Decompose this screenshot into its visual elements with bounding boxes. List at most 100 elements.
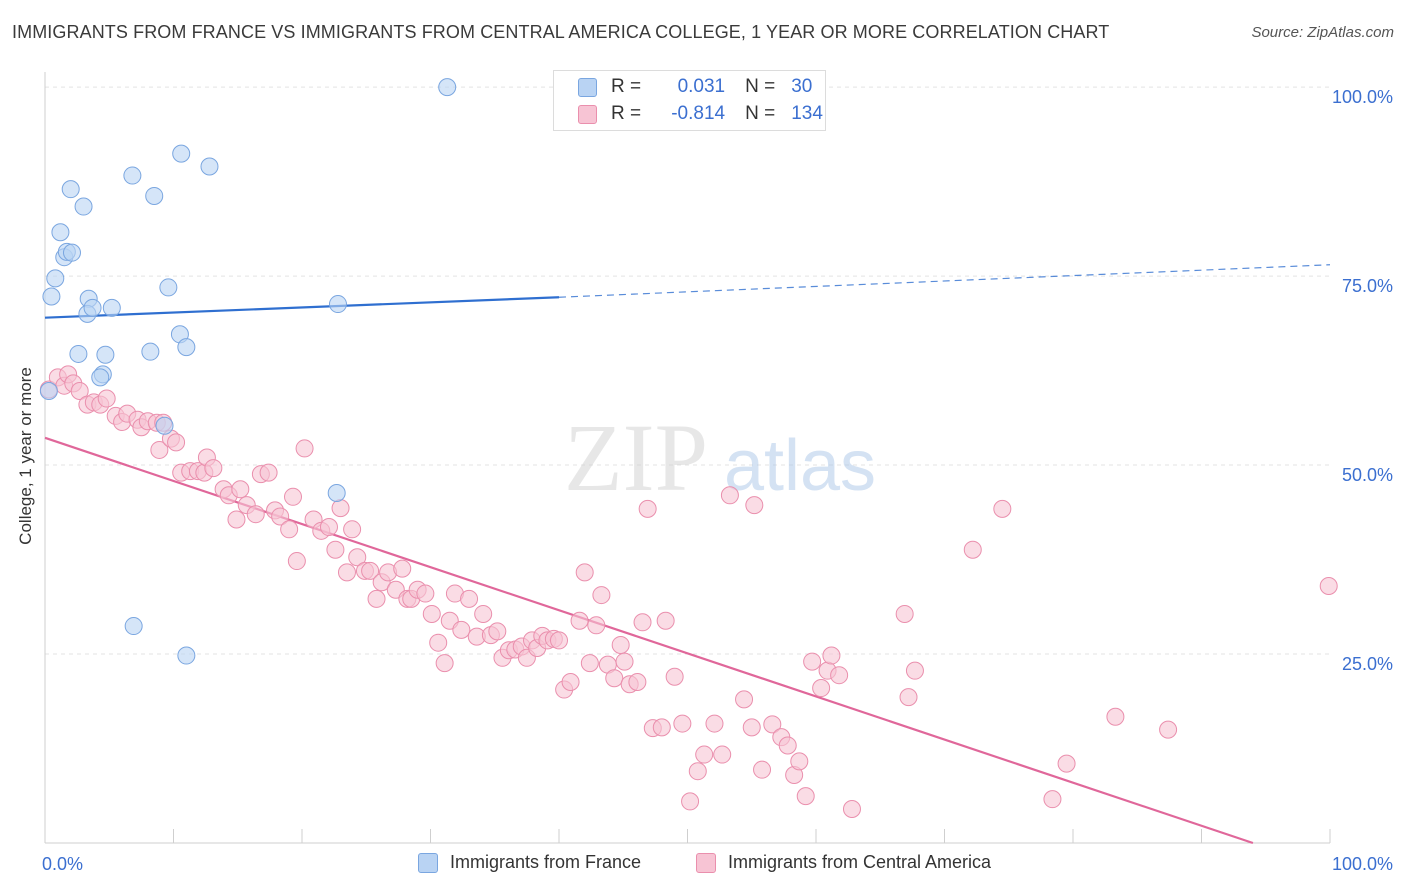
stats-legend: R = 0.031 N = 30 R = -0.814 N = 134 — [553, 70, 826, 131]
source-label: Source: ZipAtlas.com — [1251, 24, 1394, 41]
point-central-america — [227, 510, 246, 529]
point-france — [200, 157, 219, 176]
point-france — [39, 381, 58, 400]
point-central-america — [97, 389, 116, 408]
r-label: R = — [611, 76, 642, 97]
point-central-america — [319, 518, 338, 537]
point-central-america — [343, 520, 362, 539]
point-france — [69, 344, 88, 363]
point-central-america — [628, 672, 647, 691]
point-central-america — [1057, 754, 1076, 773]
point-central-america — [561, 672, 580, 691]
point-central-america — [895, 604, 914, 623]
point-central-america — [822, 646, 841, 665]
point-central-america — [416, 584, 435, 603]
point-central-america — [331, 499, 350, 518]
n-label: N = — [745, 103, 776, 124]
point-central-america — [790, 752, 809, 771]
point-france — [172, 144, 191, 163]
trend-lines — [44, 264, 1331, 845]
trend-line-france — [44, 296, 560, 319]
point-central-america — [695, 745, 714, 764]
tick-labels: 25.0% 50.0% 75.0% 100.0% 0.0% 100.0% — [42, 87, 1393, 874]
point-france — [123, 166, 142, 185]
point-central-america — [742, 718, 761, 737]
point-central-america — [422, 604, 441, 623]
france-swatch — [418, 852, 438, 873]
point-central-america — [812, 679, 831, 698]
point-central-america — [367, 589, 386, 608]
point-central-america — [681, 792, 700, 811]
watermark-atlas: atlas — [724, 426, 876, 506]
r-value: 0.031 — [677, 76, 726, 97]
x-tick-label: 0.0% — [42, 854, 83, 874]
legend-label-france: Immigrants from France — [450, 852, 642, 872]
y-tick-label: 100.0% — [1332, 87, 1393, 107]
data-points — [39, 78, 1338, 818]
n-value: 30 — [791, 76, 813, 97]
point-france — [42, 287, 61, 306]
point-central-america — [587, 616, 606, 635]
point-france — [145, 186, 164, 205]
legend-item-central-america: Immigrants from Central America — [696, 852, 991, 873]
point-central-america — [271, 507, 290, 526]
point-france — [74, 197, 93, 216]
point-central-america — [611, 635, 630, 654]
point-central-america — [803, 652, 822, 671]
point-central-america — [842, 799, 861, 818]
legend-row-central-america: R = -0.814 N = 134 — [578, 102, 823, 126]
point-central-america — [592, 586, 611, 605]
point-france — [328, 295, 347, 314]
point-central-america — [550, 631, 568, 650]
point-central-america — [280, 520, 299, 539]
watermark-zip: ZIP — [564, 404, 708, 511]
legend-label-central-america: Immigrants from Central America — [728, 852, 992, 872]
point-central-america — [899, 688, 918, 707]
point-central-america — [673, 714, 692, 733]
point-central-america — [905, 661, 924, 680]
trend-line-france-projection — [558, 264, 1331, 298]
point-central-america — [284, 487, 303, 506]
point-central-america — [753, 760, 772, 779]
point-central-america — [745, 496, 764, 515]
point-central-america — [665, 667, 684, 686]
axes — [44, 72, 1331, 844]
point-france — [327, 484, 346, 503]
grid-lines — [45, 86, 1330, 655]
point-central-america — [705, 714, 724, 733]
point-central-america — [688, 762, 707, 781]
point-central-america — [295, 439, 314, 458]
point-central-america — [460, 589, 479, 608]
point-central-america — [287, 552, 306, 571]
r-value: -0.814 — [671, 103, 726, 124]
point-central-america — [652, 718, 671, 737]
point-france — [159, 278, 178, 297]
point-central-america — [580, 654, 599, 673]
point-france — [177, 646, 196, 665]
point-france — [83, 298, 102, 317]
point-central-america — [615, 652, 634, 671]
legend-row-france: R = 0.031 N = 30 — [578, 75, 812, 99]
point-central-america — [435, 654, 454, 673]
point-central-america — [778, 736, 797, 755]
point-france — [155, 416, 174, 435]
point-central-america — [70, 381, 89, 400]
point-central-america — [735, 690, 754, 709]
point-central-america — [452, 620, 471, 639]
point-central-america — [1106, 707, 1125, 726]
point-central-america — [605, 669, 624, 688]
point-central-america — [393, 559, 412, 578]
point-central-america — [633, 613, 652, 632]
point-france — [61, 180, 80, 199]
x-tick-label: 100.0% — [1332, 854, 1393, 874]
point-france — [46, 269, 65, 288]
y-axis-label: College, 1 year or more — [16, 367, 35, 545]
point-central-america — [1159, 720, 1178, 739]
point-central-america — [830, 666, 849, 685]
point-central-america — [231, 480, 250, 499]
france-swatch — [578, 77, 597, 97]
point-central-america — [246, 505, 265, 524]
point-central-america — [638, 499, 657, 518]
point-central-america — [796, 787, 815, 806]
